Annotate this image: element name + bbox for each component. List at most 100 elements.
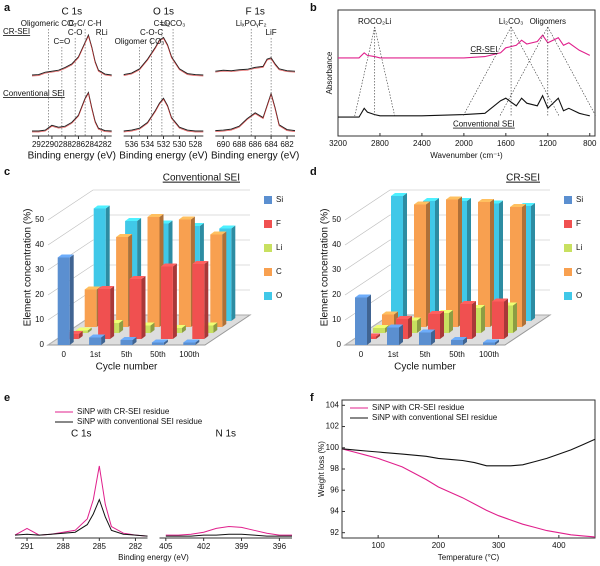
y-tick-label: 10	[332, 315, 341, 324]
legend-swatch	[264, 292, 272, 300]
legend-label: C	[576, 267, 582, 276]
bar	[89, 337, 102, 345]
annotation: C-C/ C-H	[69, 19, 102, 28]
x-axis-label: Binding energy (eV)	[28, 151, 116, 162]
bar	[147, 217, 160, 327]
y-tick-label: 20	[332, 290, 341, 299]
x-axis-label: Temperature (°C)	[438, 553, 500, 562]
subplot-title: N 1s	[215, 429, 236, 440]
guide	[354, 26, 376, 117]
bar	[116, 237, 129, 327]
legend-label: Si	[276, 195, 283, 204]
subplot-title: C 1s	[71, 429, 92, 440]
legend-swatch	[564, 196, 572, 204]
bar	[84, 289, 97, 327]
y-tick-label: 10	[35, 315, 44, 324]
y-tick-label: 0	[40, 340, 45, 349]
bar-side	[172, 263, 177, 339]
x-tick-label: 532	[157, 140, 171, 149]
bar-top	[483, 339, 499, 343]
bar	[483, 342, 495, 345]
y-tick-label: 104	[326, 400, 340, 409]
bar	[510, 207, 522, 327]
bar-top	[387, 324, 403, 328]
y-tick-label: 40	[332, 240, 341, 249]
bar-side	[132, 337, 137, 345]
legend-label: Li	[276, 243, 282, 252]
x-tick-label: 288	[57, 542, 71, 551]
x-tick-label: 396	[273, 542, 287, 551]
x-tick-label: 100th	[179, 350, 199, 359]
y-tick-label: 98	[330, 464, 339, 473]
bar-top	[57, 254, 74, 258]
bar-top	[75, 327, 92, 331]
x-tick-label: 0	[359, 350, 364, 359]
x-tick-label: 50th	[150, 350, 166, 359]
bar-side	[481, 305, 485, 333]
bar-side	[440, 311, 444, 339]
x-tick-label: 285	[93, 542, 107, 551]
legend-label: SiNP with conventional SEI residue	[77, 417, 203, 426]
bar-side	[222, 231, 227, 327]
bar-side	[150, 322, 155, 333]
x-tick-label: 402	[197, 542, 211, 551]
bar-side	[417, 317, 421, 333]
chart-title: CR-SEI	[506, 173, 540, 184]
bar	[382, 314, 394, 327]
bar	[160, 266, 173, 339]
bar-top	[178, 216, 195, 220]
bar-top	[116, 234, 133, 237]
bar-side	[231, 225, 236, 321]
legend-label: C	[276, 267, 282, 276]
x-tick-label: 800	[583, 139, 597, 148]
bar-side	[69, 254, 74, 345]
x-axis-label: Binding energy (eV)	[211, 151, 299, 162]
annotation: LiₓPOᵧF₂	[236, 19, 267, 28]
bar-top	[93, 205, 110, 209]
bar-side	[101, 334, 106, 345]
x-tick-label: 686	[248, 140, 262, 149]
line	[338, 94, 590, 118]
y-tick-label: 30	[35, 265, 44, 274]
x-axis-label: Binding energy (eV)	[118, 553, 189, 562]
bar-top	[89, 334, 106, 338]
bar-side	[504, 298, 508, 339]
spectrum	[165, 533, 292, 537]
bar-side	[531, 203, 535, 321]
legend-label: F	[276, 219, 281, 228]
x-tick-label: 536	[125, 140, 139, 149]
x-tick-label: 282	[98, 140, 112, 149]
series-label: CR-SEI	[3, 27, 30, 36]
annotation: ROCO₂Li	[358, 17, 392, 26]
x-tick-label: 3200	[329, 139, 347, 148]
legend-swatch	[564, 292, 572, 300]
panel-label: e	[4, 392, 10, 404]
annotation: C-O	[68, 28, 83, 37]
guide	[510, 26, 560, 117]
subplot-title: O 1s	[153, 7, 174, 18]
x-tick-label: 284	[85, 140, 99, 149]
bar-top	[492, 298, 508, 302]
y-axis-label: Element concentration (%)	[320, 209, 331, 327]
bar	[387, 327, 399, 345]
annotation: Oligomeric CO₃	[21, 19, 77, 28]
x-tick-label: 682	[280, 140, 294, 149]
bar-top	[219, 225, 236, 229]
x-tick-label: 530	[173, 140, 187, 149]
panel-label: d	[310, 166, 317, 178]
bar-top	[192, 261, 209, 264]
x-tick-label: 288	[59, 140, 73, 149]
bar	[419, 332, 431, 345]
y-tick-label: 100	[326, 443, 340, 452]
legend-swatch	[564, 244, 572, 252]
guide	[499, 26, 549, 117]
x-tick-label: 534	[141, 140, 155, 149]
guide	[547, 26, 597, 117]
bar-side	[513, 302, 517, 333]
fit	[215, 93, 296, 132]
bar-side	[495, 339, 499, 345]
annotation: LiF	[266, 28, 277, 37]
panel-label: f	[310, 392, 314, 404]
bar-side	[181, 325, 186, 333]
annotation: C-O-C	[140, 28, 163, 37]
